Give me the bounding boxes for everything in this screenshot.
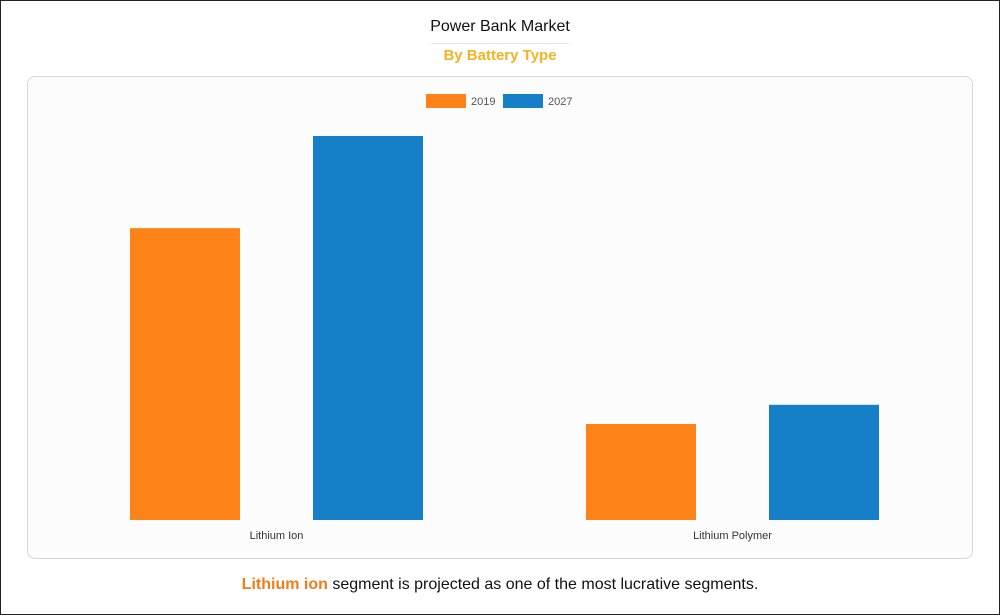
caption-text: segment is projected as one of the most … [327,576,759,593]
legend-label-2027[interactable]: 2027 [548,96,572,108]
title-divider [431,43,569,44]
bar-lithium-ion-2027[interactable] [313,136,423,520]
bar-chart: 2019 2027 Lithium Ion Lithium Polymer [130,94,879,542]
category-label: Lithium Ion [250,530,304,542]
chart-title: Power Bank Market [430,18,570,35]
bar-lithium-polymer-2019[interactable] [586,424,696,520]
bar-lithium-ion-2019[interactable] [130,228,240,520]
chart-caption: Lithium ion segment is projected as one … [1,576,999,594]
legend-swatch-2019[interactable] [426,94,466,108]
legend-swatch-2027[interactable] [503,94,543,108]
chart-subtitle: By Battery Type [443,47,557,64]
bar-lithium-polymer-2027[interactable] [769,404,879,520]
caption-highlight: Lithium ion [241,576,328,593]
chart-panel: 2019 2027 Lithium Ion Lithium Polymer [27,76,973,559]
legend-label-2019[interactable]: 2019 [471,96,495,108]
category-label: Lithium Polymer [693,530,772,542]
